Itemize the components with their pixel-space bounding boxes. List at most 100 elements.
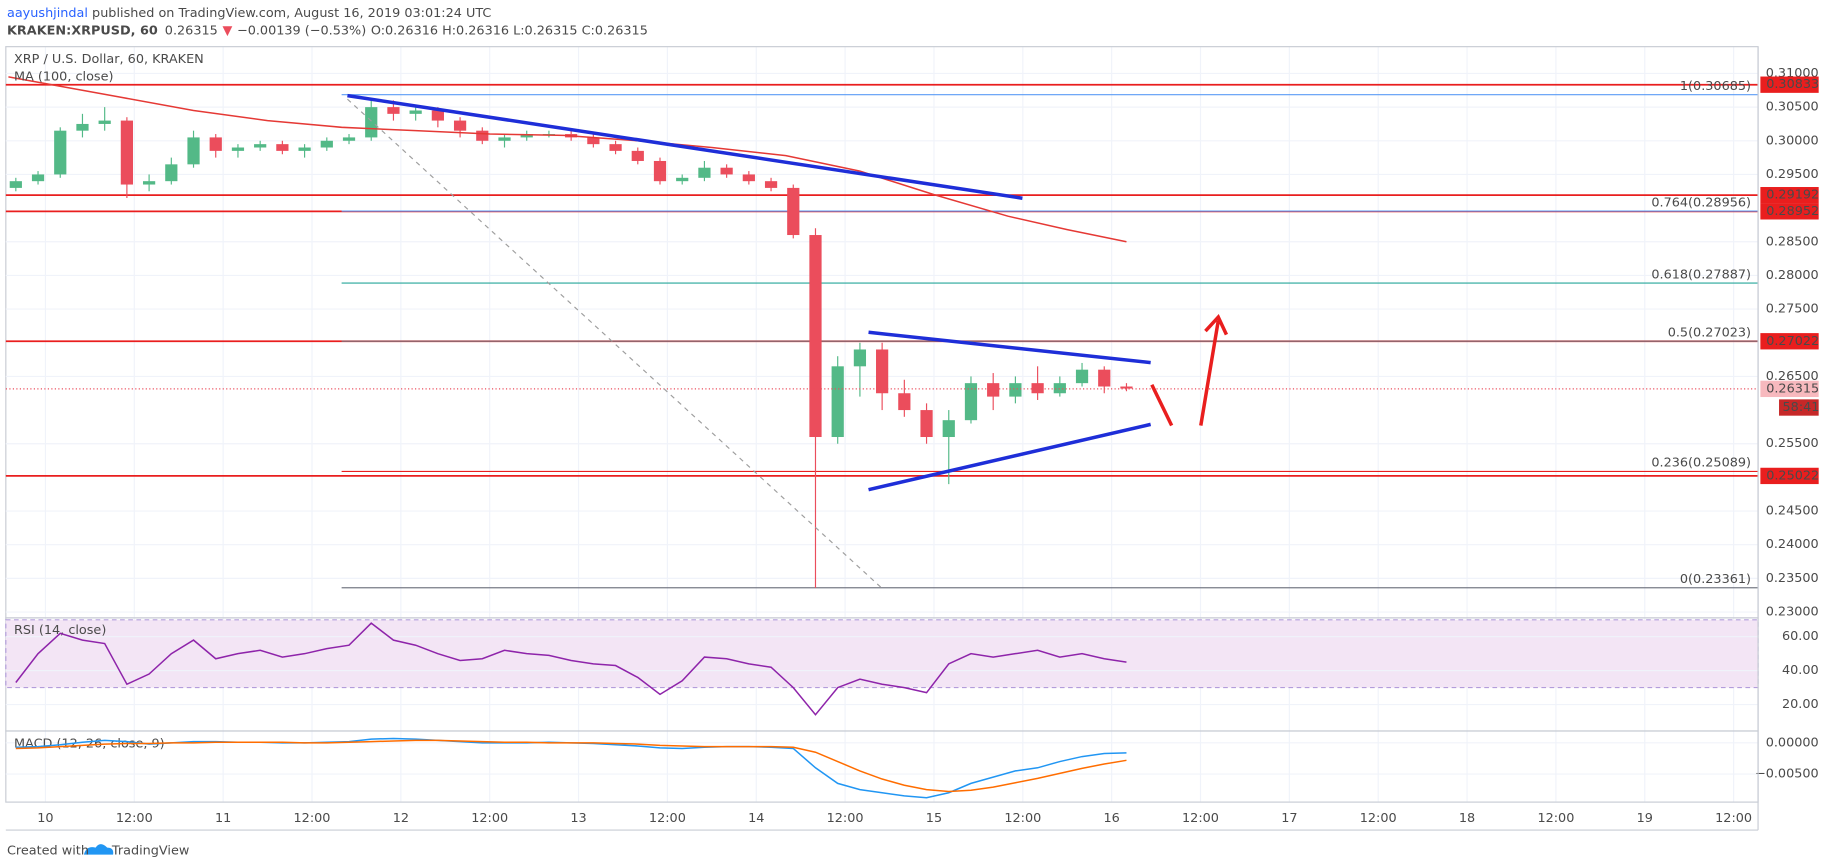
candle-body [187,137,200,165]
level-label: 0.28952 [1766,204,1819,219]
candle-body [409,110,422,114]
last-price-label: 0.26315 [1766,381,1819,396]
candle-body [942,420,955,438]
candle-body [365,107,378,138]
level-label: 0.30833 [1766,77,1819,92]
x-tick-label: 12:00 [1715,811,1752,826]
y-tick-label: −0.00500 [1755,767,1819,782]
candle-body [54,130,67,175]
trend-line [868,422,1152,492]
candle-body [876,349,889,394]
last: 0.26315 [165,23,218,38]
candle-body [764,181,778,188]
x-tick-label: 19 [1637,811,1653,826]
candle-body [120,120,133,185]
last-price-badge [1760,380,1819,398]
x-tick-label: 12:00 [471,811,508,826]
line [15,622,1127,716]
candle-body [98,120,111,124]
arrow: ▼ [222,23,232,38]
candle-body [1075,369,1089,384]
trend-line [868,330,1151,365]
candle-body [520,134,533,138]
fib-label: 0(0.23361) [1680,572,1751,587]
candle-body [476,130,489,141]
candle-body [587,137,600,145]
level-badge [1760,333,1819,350]
candle-body [276,144,289,151]
y-tick-label: 0.00000 [1766,735,1819,750]
y-tick-label: 0.26500 [1766,369,1819,384]
x-tick-label: 12:00 [116,811,153,826]
candle-body [964,383,978,421]
change: −0.00139 (−0.53%) [237,23,366,38]
x-tick-label: 12:00 [1182,811,1219,826]
candle-body [898,393,911,411]
brand[interactable]: TradingView [111,844,189,859]
candle-body [987,383,1000,397]
arrow-head [1204,314,1229,336]
plot: 10 12:00 11 12:00 12 12:00 13 12:00 14 12:00 15 12:… [5,46,1819,831]
y-tick-label: 0.29500 [1766,167,1819,182]
y-tick-label: 0.30500 [1766,100,1819,115]
countdown-badge [1779,399,1819,416]
y-tick-label: 0.23000 [1766,605,1819,620]
candle-body [853,349,867,367]
candle-body [431,110,444,121]
candle-body [720,167,733,175]
y-tick-label: 0.24500 [1766,504,1819,519]
candle-body [920,410,933,438]
level-label: 0.29192 [1766,188,1819,203]
candle-body [298,147,311,151]
level-badge [1760,187,1819,204]
x-tick-label: 12:00 [827,811,864,826]
candle-body [76,123,89,131]
y-tick-label: 60.00 [1782,629,1819,644]
candle-body [342,137,356,141]
candle-body [787,187,800,236]
fib-label: 0.764(0.28956) [1651,195,1751,210]
candle-body [254,144,267,148]
author[interactable]: aayushjindal [7,5,88,20]
panel-title: XRP / U.S. Dollar, 60, KRAKEN [14,52,204,67]
header-line-1: aayushjindal published on TradingView.co… [7,5,491,20]
x-tick-label: 12:00 [1537,811,1574,826]
x-tick-label: 18 [1459,811,1475,826]
x-tick-label: 12:00 [1004,811,1041,826]
candle-body [498,137,511,141]
y-tick-label: 0.28000 [1766,268,1819,283]
x-tick-label: 16 [1104,811,1120,826]
moving-average [8,76,1127,243]
candle-body [1009,383,1022,397]
candle-body [231,147,245,151]
level-badge [1760,467,1819,485]
x-tick-label: 11 [215,811,231,826]
candle-body [9,181,22,188]
candle-body [387,107,400,114]
header-line-2: KRAKEN:XRPUSD, 60 0.26315 ▼ −0.00139 (−0.53… [7,23,648,38]
fib-label: 1(0.30685) [1680,79,1751,94]
x-tick-label: 14 [748,811,764,826]
x-tick-label: 15 [926,811,942,826]
candle-body [209,137,222,151]
y-tick-label: 0.28500 [1766,234,1819,249]
line [15,739,1127,793]
y-tick-label: 40.00 [1782,663,1819,678]
y-tick-label: 0.30000 [1766,133,1819,148]
candle-body [742,174,755,182]
fib-label: 0.618(0.27887) [1651,267,1751,282]
arrow [1150,383,1174,427]
candle-body [698,167,711,178]
trend-line [347,93,1023,200]
created: Created with [7,844,89,859]
candle-body [1031,383,1044,394]
x-tick-label: 12:00 [649,811,686,826]
x-tick-label: 10 [37,811,53,826]
candle-body [320,140,333,148]
fib-label: 0.5(0.27023) [1668,326,1751,341]
y-tick-label: 20.00 [1782,697,1819,712]
candle-body [1120,386,1133,389]
